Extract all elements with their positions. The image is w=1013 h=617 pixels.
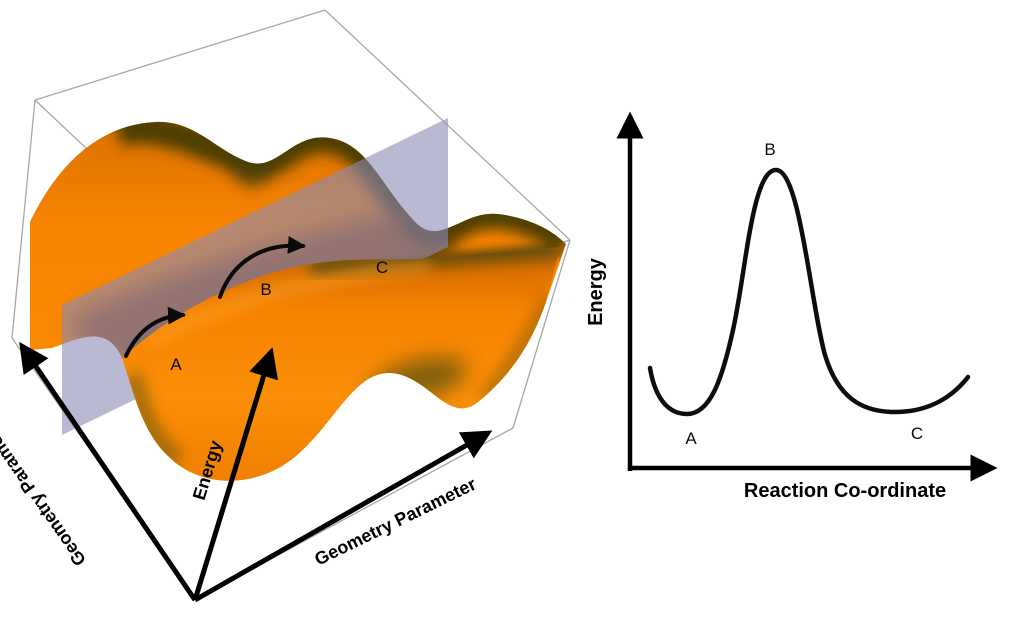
bounding-box-edge: [11, 99, 36, 339]
bounding-box-edge: [512, 239, 571, 429]
lobe-left-shadow: [126, 372, 184, 467]
curved-arrow-to-a: [124, 306, 186, 358]
energy-profile-curve: [647, 167, 971, 417]
curved-arrow-to-b: [218, 235, 306, 299]
profile-point-label-b: B: [764, 140, 775, 159]
axis-geometry-left-line: [19, 341, 198, 602]
surface-point-label-a: A: [170, 355, 182, 374]
axis-geometry-left-label: Geometry Parameter: [0, 413, 90, 570]
saddle-shadow: [234, 152, 270, 188]
reaction-path-arrows: A B C: [124, 235, 388, 374]
profile-plot: Energy Reaction Co-ordinate A B C: [585, 111, 998, 502]
surface-point-label-b: B: [260, 280, 271, 299]
profile-x-axis-label: Reaction Co-ordinate: [744, 480, 946, 502]
surface-plot: A B C Geometry Parameter Energy Geometry…: [0, 9, 571, 603]
bounding-box-edge: [34, 9, 326, 101]
profile-point-label-a: A: [685, 429, 697, 448]
axis-geometry-right-line: [193, 430, 493, 603]
surface-point-label-c: C: [376, 258, 388, 277]
profile-y-axis-label: Energy: [585, 257, 607, 326]
axis-energy-line: [192, 347, 279, 601]
profile-point-label-c: C: [911, 424, 923, 443]
crest-highlight: [145, 260, 431, 348]
